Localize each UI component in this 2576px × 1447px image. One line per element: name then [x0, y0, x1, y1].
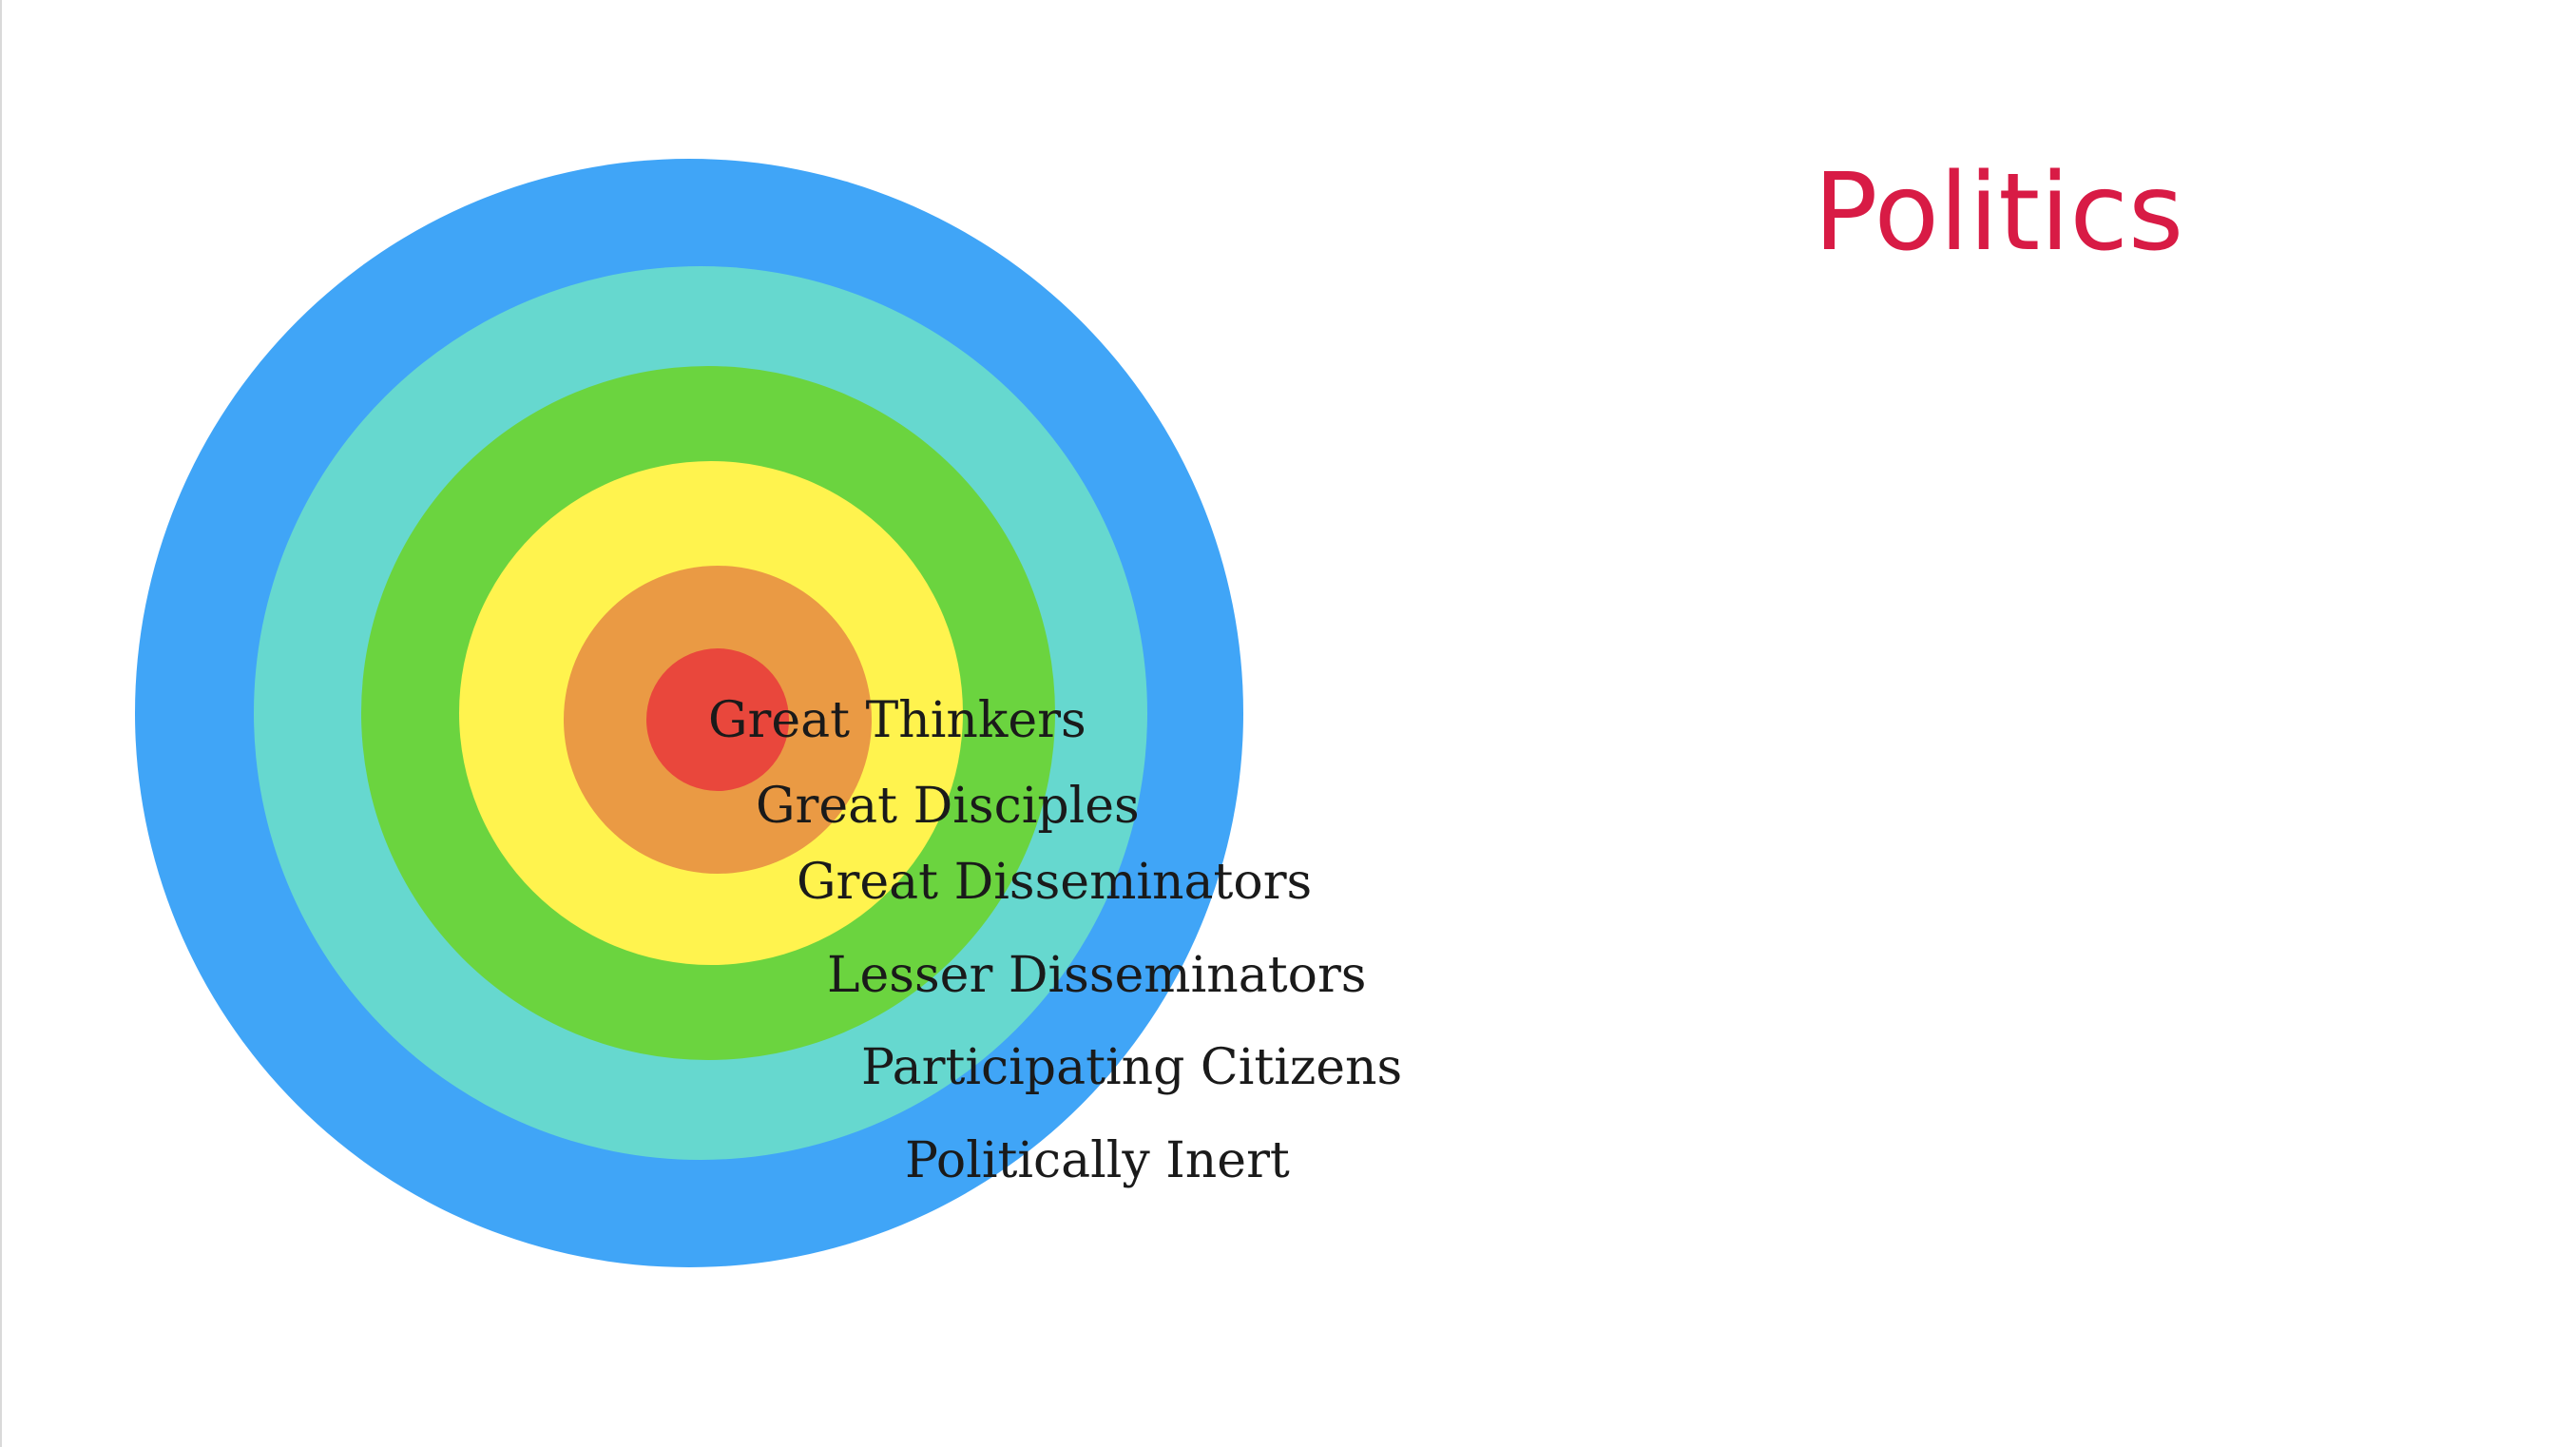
label-great-disseminators: Great Disseminators: [797, 854, 1312, 911]
label-great-disciples: Great Disciples: [756, 778, 1140, 835]
slide-title: Politics: [1814, 151, 2184, 275]
ring-group: [135, 159, 1243, 1267]
slide-left-border: [0, 0, 2, 1447]
label-great-thinkers: Great Thinkers: [708, 692, 1086, 749]
ring-great-thinkers: [646, 648, 789, 791]
label-lesser-disseminators: Lesser Disseminators: [827, 947, 1366, 1004]
label-group: Politically Inert Participating Citizens L…: [708, 692, 1402, 1189]
label-politically-inert: Politically Inert: [905, 1132, 1290, 1189]
label-participating-citizens: Participating Citizens: [861, 1039, 1402, 1096]
